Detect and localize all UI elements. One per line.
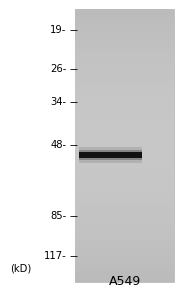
Bar: [75, 43, 174, 46]
Text: (kD): (kD): [10, 264, 32, 274]
Bar: [75, 265, 174, 268]
Bar: [75, 190, 174, 194]
Bar: [75, 200, 174, 204]
Bar: [75, 149, 174, 152]
Bar: [75, 221, 174, 224]
Bar: [75, 176, 174, 180]
Bar: [75, 40, 174, 43]
Bar: [75, 238, 174, 241]
Bar: [75, 91, 174, 94]
Bar: [75, 183, 174, 187]
Bar: [75, 207, 174, 211]
Bar: [75, 194, 174, 197]
Text: 48-: 48-: [50, 140, 67, 150]
Bar: [75, 16, 174, 19]
Bar: [75, 214, 174, 217]
Bar: [75, 87, 174, 91]
Bar: [75, 234, 174, 238]
Bar: [75, 231, 174, 234]
Bar: [75, 50, 174, 53]
Bar: [75, 241, 174, 245]
Bar: [75, 33, 174, 36]
Bar: [75, 122, 174, 125]
Bar: [75, 57, 174, 60]
Bar: [75, 173, 174, 176]
Bar: [79, 147, 142, 163]
Bar: [75, 139, 174, 142]
Text: 34-: 34-: [50, 97, 67, 107]
Bar: [75, 101, 174, 104]
Bar: [79, 152, 142, 158]
Bar: [75, 159, 174, 163]
Bar: [75, 77, 174, 81]
Bar: [75, 125, 174, 128]
Bar: [75, 245, 174, 248]
Bar: [75, 166, 174, 170]
Bar: [75, 128, 174, 132]
Bar: [75, 262, 174, 265]
Bar: [75, 152, 174, 156]
Bar: [75, 180, 174, 183]
Bar: [79, 150, 142, 160]
Bar: [75, 81, 174, 84]
Bar: [75, 111, 174, 115]
Bar: [75, 211, 174, 214]
Bar: [75, 224, 174, 228]
Bar: [75, 9, 174, 282]
Bar: [75, 258, 174, 262]
Bar: [75, 135, 174, 139]
Bar: [75, 29, 174, 33]
Bar: [75, 217, 174, 221]
Bar: [75, 94, 174, 98]
Text: 19-: 19-: [50, 25, 67, 35]
Bar: [75, 26, 174, 29]
Bar: [75, 251, 174, 255]
Bar: [75, 118, 174, 122]
Bar: [75, 84, 174, 87]
Bar: [75, 268, 174, 272]
Bar: [75, 53, 174, 57]
Bar: [75, 228, 174, 231]
Bar: [75, 104, 174, 108]
Bar: [75, 187, 174, 190]
Bar: [75, 46, 174, 50]
Bar: [75, 272, 174, 275]
Bar: [75, 19, 174, 22]
Bar: [75, 156, 174, 159]
Bar: [75, 275, 174, 279]
Bar: [75, 169, 174, 173]
Bar: [75, 98, 174, 101]
Bar: [75, 74, 174, 77]
Bar: [75, 146, 174, 149]
Bar: [75, 12, 174, 16]
Bar: [75, 108, 174, 111]
Bar: [75, 248, 174, 251]
Bar: [75, 115, 174, 118]
Text: 85-: 85-: [50, 211, 67, 221]
Bar: [75, 132, 174, 135]
Bar: [75, 9, 174, 12]
Bar: [75, 22, 174, 26]
Bar: [75, 279, 174, 282]
Bar: [75, 197, 174, 200]
Bar: [75, 64, 174, 67]
Bar: [75, 163, 174, 166]
Bar: [75, 60, 174, 64]
Bar: [75, 70, 174, 74]
Text: 26-: 26-: [50, 64, 67, 74]
Bar: [75, 255, 174, 258]
Text: A549: A549: [109, 275, 141, 288]
Text: 117-: 117-: [44, 250, 67, 261]
Bar: [75, 67, 174, 70]
Bar: [75, 142, 174, 146]
Bar: [75, 204, 174, 207]
Bar: [75, 36, 174, 40]
